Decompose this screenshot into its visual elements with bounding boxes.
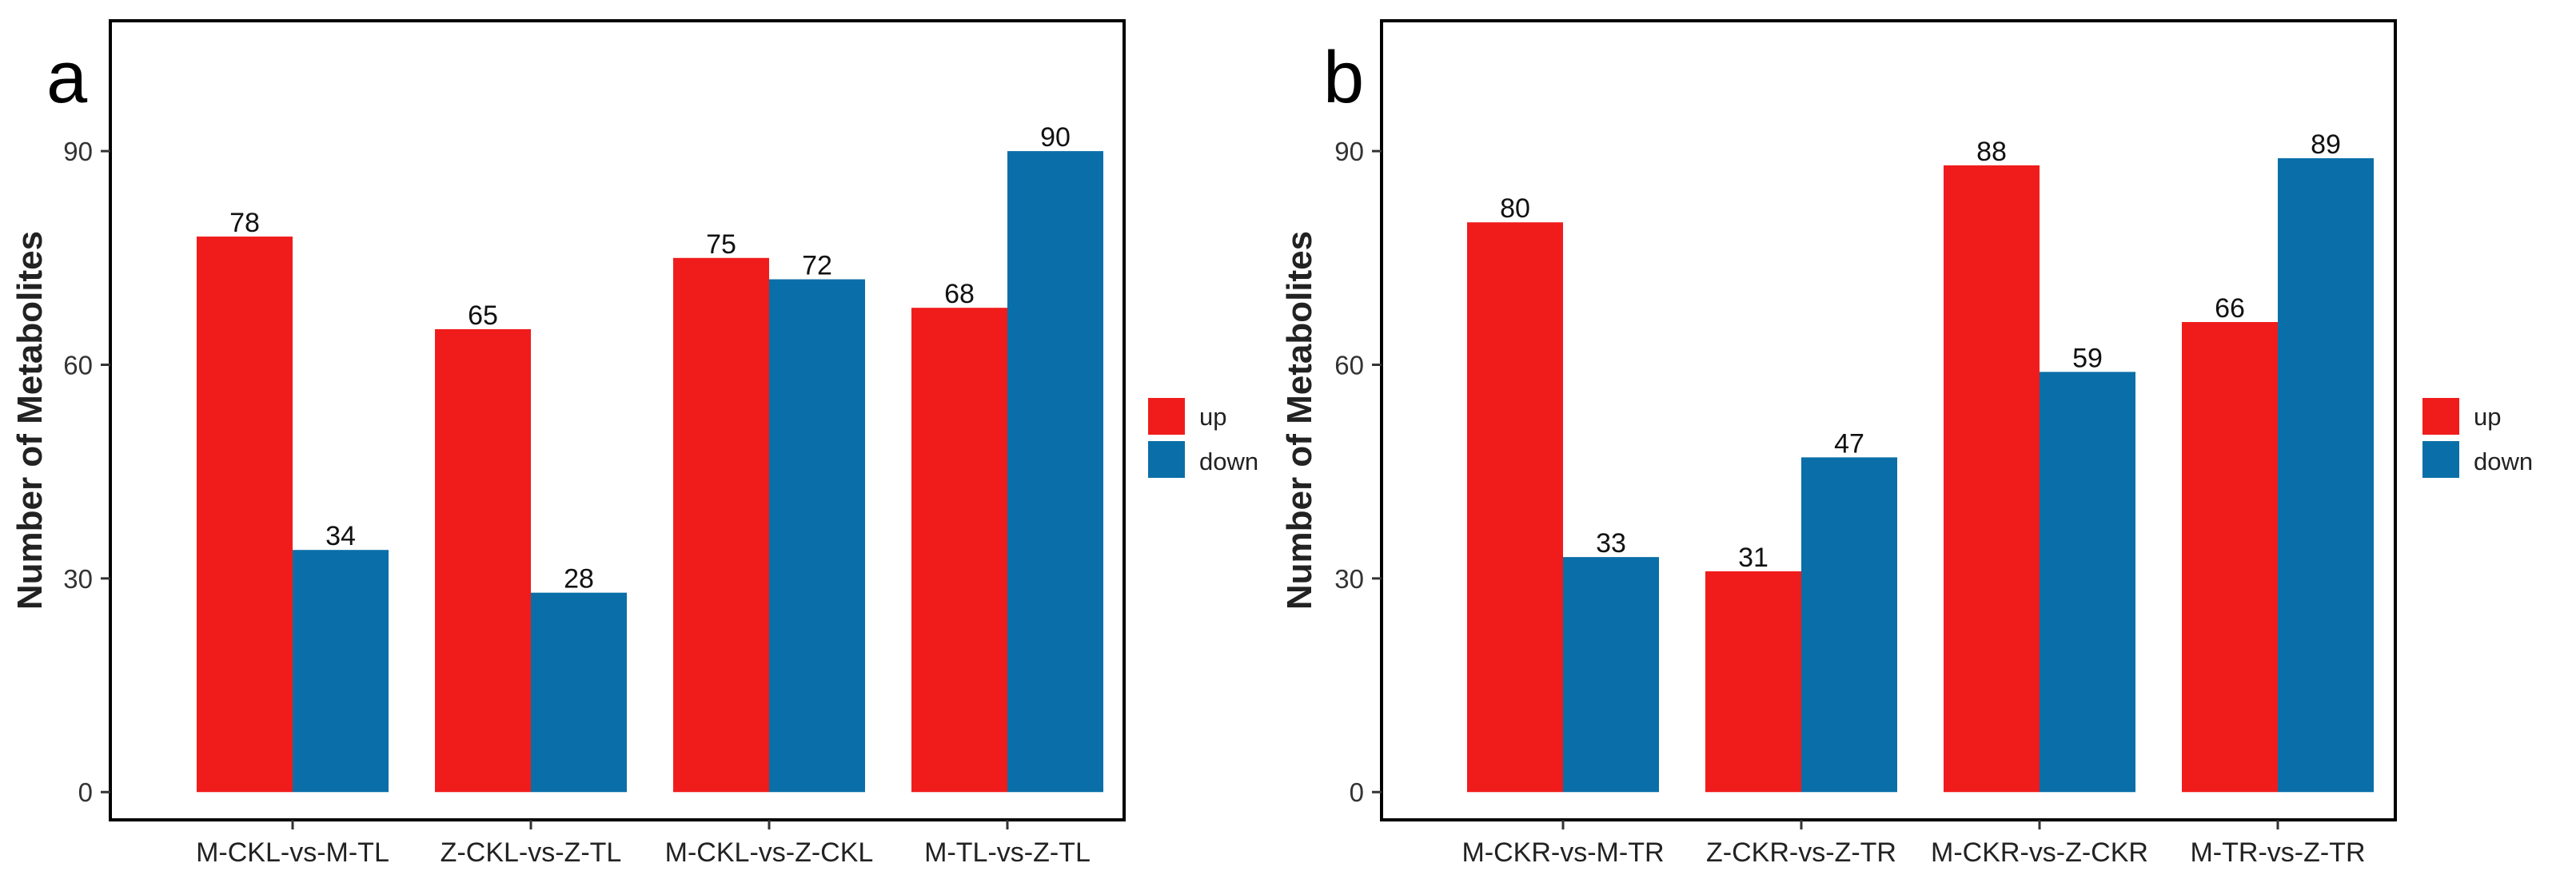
panel-letter-a: a bbox=[46, 37, 88, 118]
data-label-down: 47 bbox=[1834, 428, 1864, 459]
data-label-down: 89 bbox=[2311, 129, 2341, 160]
y-tick-label: 0 bbox=[78, 778, 93, 807]
bar-down bbox=[769, 279, 865, 793]
data-label-down: 72 bbox=[802, 251, 832, 281]
panel-b: b Number of Metabolites 0 30 60 90 80 33 31 47… bbox=[1280, 19, 2533, 868]
data-label-up: 78 bbox=[229, 208, 260, 238]
y-tick-label: 60 bbox=[1334, 350, 1364, 380]
bar-down bbox=[1801, 457, 1897, 793]
plot-frame-a bbox=[109, 19, 1126, 821]
data-label-up: 31 bbox=[1738, 543, 1769, 573]
data-label-down: 28 bbox=[564, 564, 594, 595]
bar-up bbox=[911, 308, 1007, 793]
legend-b: up down bbox=[2422, 398, 2533, 478]
category-label: M-TL-vs-Z-TL bbox=[924, 837, 1091, 868]
plot-frame-b bbox=[1380, 19, 2397, 821]
bar-up bbox=[2182, 322, 2278, 793]
data-labels-a: 78 34 65 28 75 72 68 90 bbox=[229, 122, 1071, 595]
panel-a: a Number of Metabolites 0 30 60 90 78 34 65 28… bbox=[10, 19, 1258, 868]
legend-swatch-up-a bbox=[1148, 398, 1185, 435]
data-label-up: 80 bbox=[1500, 193, 1530, 224]
y-tick-label: 60 bbox=[63, 350, 93, 380]
legend-label-up-a: up bbox=[1199, 403, 1226, 431]
data-label-up: 68 bbox=[944, 279, 975, 309]
bar-up bbox=[197, 237, 293, 793]
category-label: M-CKL-vs-Z-CKL bbox=[665, 837, 874, 868]
data-label-up: 65 bbox=[468, 300, 498, 331]
y-tick-label: 30 bbox=[63, 564, 93, 594]
data-label-down: 34 bbox=[325, 521, 356, 551]
y-tick-label: 0 bbox=[1350, 778, 1364, 807]
legend-swatch-up-b bbox=[2422, 398, 2459, 435]
bar-down bbox=[293, 550, 389, 793]
category-label: Z-CKL-vs-Z-TL bbox=[441, 837, 622, 868]
category-label: M-CKR-vs-Z-CKR bbox=[1931, 837, 2148, 868]
legend-swatch-down-b bbox=[2422, 441, 2459, 478]
y-tick-label: 30 bbox=[1334, 564, 1364, 594]
bar-up bbox=[673, 257, 769, 793]
bar-up bbox=[1467, 222, 1563, 793]
category-label: M-CKR-vs-M-TR bbox=[1461, 837, 1664, 868]
bars-b bbox=[1467, 158, 2374, 793]
data-label-up: 75 bbox=[706, 229, 736, 260]
legend-label-down-a: down bbox=[1199, 447, 1258, 475]
bar-up bbox=[435, 328, 531, 793]
legend-label-up-b: up bbox=[2474, 403, 2501, 431]
category-label: M-CKL-vs-M-TL bbox=[196, 837, 389, 868]
data-label-down: 90 bbox=[1040, 122, 1071, 153]
y-tick-label: 90 bbox=[1334, 137, 1364, 166]
panel-letter-b: b bbox=[1323, 37, 1364, 118]
category-label: M-TR-vs-Z-TR bbox=[2190, 837, 2365, 868]
legend-a: up down bbox=[1148, 398, 1258, 478]
bar-up bbox=[1944, 165, 2040, 793]
category-label: Z-CKR-vs-Z-TR bbox=[1706, 837, 1896, 868]
y-axis-label-a: Number of Metabolites bbox=[10, 231, 50, 610]
bar-down bbox=[1007, 151, 1103, 793]
y-tick-label: 90 bbox=[63, 137, 93, 166]
data-label-up: 88 bbox=[1976, 137, 2007, 167]
y-ticks-b: 0 30 60 90 bbox=[1334, 137, 1382, 807]
legend-swatch-down-a bbox=[1148, 441, 1185, 478]
category-labels-b: M-CKR-vs-M-TR Z-CKR-vs-Z-TR M-CKR-vs-Z-CKR… bbox=[1461, 820, 2366, 868]
data-labels-b: 80 33 31 47 88 59 66 89 bbox=[1500, 129, 2341, 573]
data-label-down: 59 bbox=[2072, 343, 2103, 373]
bar-down bbox=[2278, 158, 2374, 793]
bars-a bbox=[197, 151, 1103, 793]
category-labels-a: M-CKL-vs-M-TL Z-CKL-vs-Z-TL M-CKL-vs-Z-CKL… bbox=[196, 820, 1091, 868]
legend-label-down-b: down bbox=[2474, 447, 2533, 475]
bar-down bbox=[1563, 557, 1659, 793]
y-axis-label-b: Number of Metabolites bbox=[1280, 231, 1319, 610]
bar-down bbox=[531, 592, 627, 793]
data-label-up: 66 bbox=[2215, 293, 2245, 324]
bar-up bbox=[1705, 571, 1801, 793]
y-ticks-a: 0 30 60 90 bbox=[63, 137, 110, 807]
bar-down bbox=[2040, 372, 2135, 793]
data-label-down: 33 bbox=[1596, 528, 1626, 559]
